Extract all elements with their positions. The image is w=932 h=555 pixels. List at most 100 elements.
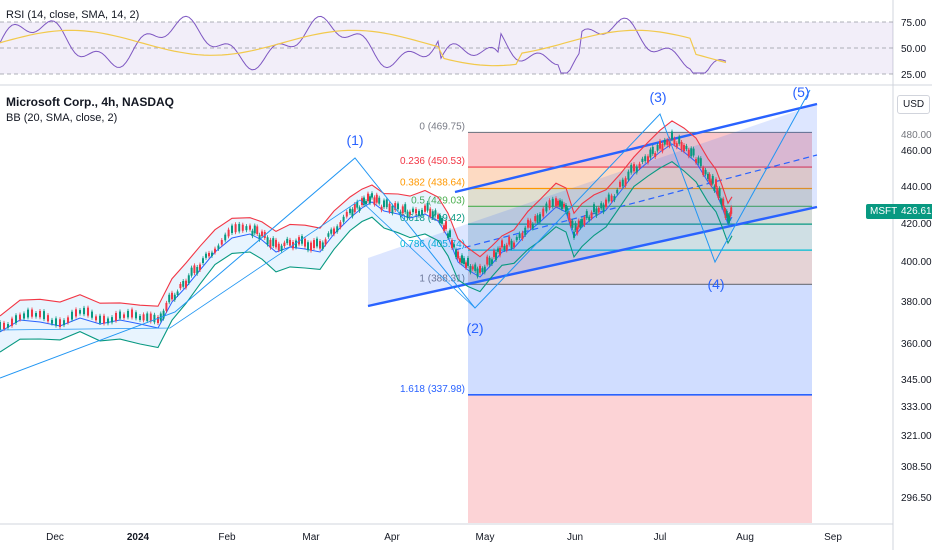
candle-body — [330, 229, 333, 234]
bb-upper-line — [0, 120, 733, 317]
price-tick-label: 345.00 — [901, 375, 932, 386]
candle-body — [503, 245, 506, 250]
candle-body — [576, 227, 579, 234]
price-tick-label: 420.00 — [901, 219, 932, 230]
rsi-indicator-label[interactable]: RSI (14, close, SMA, 14, 2) — [6, 9, 140, 21]
fib-zone-lower — [468, 394, 812, 523]
candle-body — [531, 224, 534, 229]
price-tick-label: 308.50 — [901, 462, 932, 473]
candle-body — [378, 197, 381, 204]
symbol-title[interactable]: Microsoft Corp., 4h, NASDAQ — [6, 95, 175, 109]
candle-body — [23, 313, 25, 319]
candle-body — [321, 242, 324, 249]
candle-body — [583, 217, 586, 226]
candle-body — [613, 196, 616, 201]
candle-body — [399, 211, 402, 216]
candle-body — [111, 317, 113, 323]
candle-body — [182, 281, 185, 287]
candle-body — [630, 164, 633, 173]
rsi-tick-label: 50.00 — [901, 44, 926, 55]
candle-body — [375, 194, 378, 203]
candle-body — [397, 203, 399, 210]
candle-body — [404, 204, 407, 213]
candle-body — [190, 267, 193, 276]
candle-body — [367, 193, 369, 202]
candle-body — [313, 240, 315, 248]
candle-body — [710, 180, 713, 186]
time-tick-label: 2024 — [127, 532, 150, 543]
price-tick-label: 440.00 — [901, 182, 932, 193]
candle-body — [139, 315, 141, 320]
candle-body — [471, 266, 474, 270]
candle-body — [459, 258, 461, 263]
candle-body — [176, 291, 179, 295]
bb-indicator-label[interactable]: BB (20, SMA, close, 2) — [6, 112, 118, 124]
fib-level-label: 1 (388.31) — [419, 273, 465, 284]
candle-body — [336, 226, 339, 232]
candle-body — [483, 266, 486, 273]
candle-body — [165, 302, 168, 311]
candle-body — [434, 210, 437, 215]
price-tick-label: 321.00 — [901, 431, 932, 442]
candle-body — [534, 216, 537, 222]
candle-body — [55, 318, 57, 326]
candle-body — [656, 144, 659, 151]
candle-body — [595, 208, 598, 216]
candle-body — [208, 252, 210, 257]
time-tick-label: Mar — [302, 532, 320, 543]
candle-body — [95, 316, 97, 321]
candle-body — [548, 200, 551, 209]
candle-body — [91, 311, 93, 318]
candle-body — [39, 310, 41, 318]
candle-body — [678, 136, 681, 144]
candle-body — [565, 204, 567, 213]
candle-body — [310, 242, 312, 251]
price-tick-label: 333.00 — [901, 402, 932, 413]
wave-label: (3) — [649, 89, 666, 105]
candle-body — [559, 200, 561, 207]
candle-body — [345, 211, 348, 217]
candle-body — [704, 169, 707, 175]
candle-body — [289, 239, 291, 246]
candle-body — [467, 257, 469, 266]
candle-body — [476, 268, 479, 277]
candle-body — [666, 139, 669, 145]
currency-button[interactable]: USD — [897, 95, 931, 114]
candle-body — [479, 265, 481, 273]
candle-body — [193, 265, 196, 274]
candle-body — [474, 264, 477, 271]
candle-body — [659, 140, 661, 149]
candle-body — [135, 312, 137, 319]
candle-body — [449, 230, 451, 238]
fib-level-label: 0.382 (438.64) — [400, 178, 465, 189]
candle-body — [610, 195, 613, 202]
candle-body — [142, 314, 145, 321]
time-tick-label: Sep — [824, 532, 842, 543]
candle-body — [426, 202, 429, 211]
candle-body — [683, 144, 685, 152]
candle-body — [418, 210, 420, 216]
candle-body — [687, 149, 690, 157]
price-tick-label: 296.50 — [901, 493, 932, 504]
candle-body — [373, 197, 376, 205]
candle-body — [363, 197, 365, 206]
candle-body — [724, 209, 727, 218]
candle-body — [224, 234, 227, 241]
wave-label: (4) — [707, 276, 724, 292]
candle-body — [295, 240, 297, 248]
bb-lower-line — [0, 161, 733, 353]
candle-body — [388, 203, 391, 212]
elliott-wave-guide — [0, 199, 476, 331]
candle-body — [149, 313, 152, 322]
candle-body — [568, 212, 571, 221]
fib-level-label: 0.236 (450.53) — [400, 156, 465, 167]
price-tick-label-clipped: 480.00 — [901, 130, 932, 141]
fib-level-label: 0.786 (405.74) — [400, 239, 465, 250]
candle-body — [697, 157, 700, 164]
candle-body — [663, 139, 666, 145]
candle-body — [493, 250, 495, 258]
candle-body — [605, 199, 607, 208]
candle-body — [43, 311, 45, 320]
